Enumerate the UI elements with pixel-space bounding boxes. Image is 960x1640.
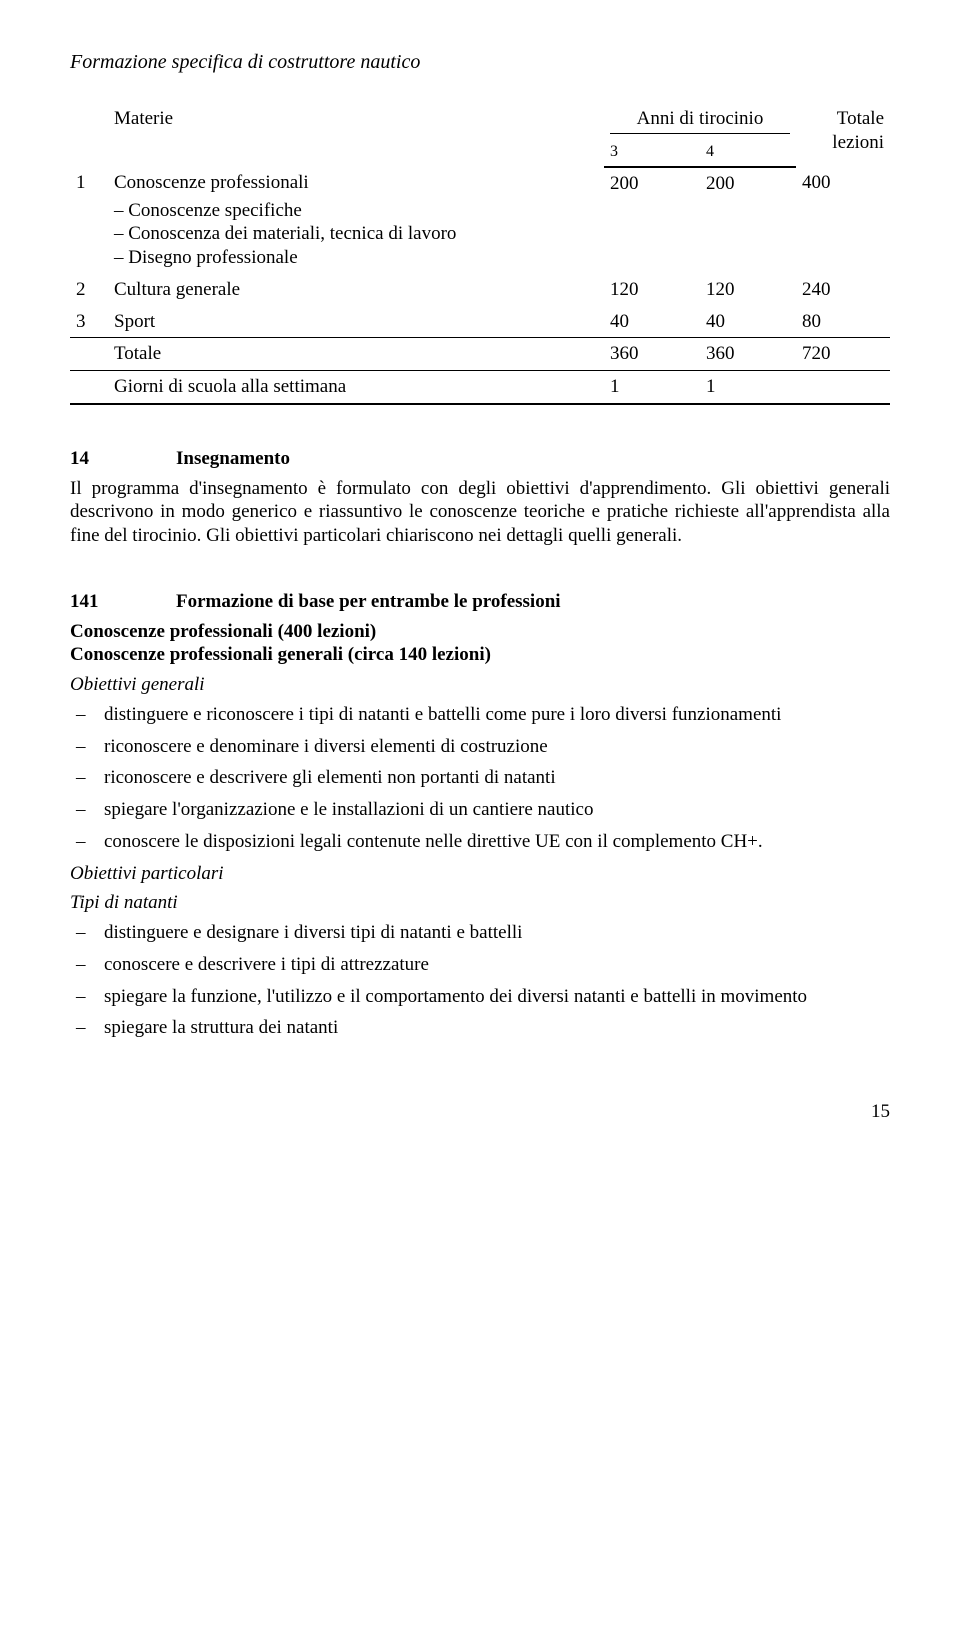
table-row: 3 Sport 40 40 80 [70,306,890,338]
sub-item: Disegno professionale [114,246,598,270]
sub-heading: Conoscenze professionali (400 lezioni) [70,620,890,644]
col-year3: 3 [604,138,700,167]
section-14: 14 Insegnamento Il programma d'insegname… [70,447,890,548]
list-item: conoscere e descrivere i tipi di attrezz… [104,953,890,977]
row-label: Sport [108,306,604,338]
row-label: Conoscenze professionali Conoscenze spec… [108,167,604,274]
row-y3: 40 [604,306,700,338]
list-item: riconoscere e descrivere gli elementi no… [104,766,890,790]
section-number: 141 [70,590,106,614]
footer-y3: 1 [604,371,700,404]
row-tot: 400 [796,167,890,274]
objectives-general-label: Obiettivi generali [70,673,890,697]
sub-item: Conoscenze specifiche [114,199,598,223]
objectives-particular-list: distinguere e designare i diversi tipi d… [70,921,890,1040]
document-title: Formazione specifica di costruttore naut… [70,50,890,75]
footer-label: Giorni di scuola alla settimana [108,371,604,404]
footer-y4: 1 [700,371,796,404]
col-totale: Totale lezioni [796,103,890,167]
section-body: Il programma d'insegnamento è formulato … [70,477,890,548]
row-y3: 200 [604,167,700,274]
total-tot: 720 [796,338,890,371]
col-materie: Materie [108,103,604,167]
row-y4: 120 [700,274,796,306]
list-item: conoscere le disposizioni legali contenu… [104,830,890,854]
list-item: spiegare la struttura dei natanti [104,1016,890,1040]
section-title: Formazione di base per entrambe le profe… [176,590,561,614]
total-label: Totale [108,338,604,371]
total-y3: 360 [604,338,700,371]
row-tot: 240 [796,274,890,306]
section-141: 141 Formazione di base per entrambe le p… [70,590,890,1040]
table-row: 1 Conoscenze professionali Conoscenze sp… [70,167,890,274]
page-number: 15 [70,1100,890,1124]
table-footer-row: Giorni di scuola alla settimana 1 1 [70,371,890,404]
table-row: 2 Cultura generale 120 120 240 [70,274,890,306]
col-anni: Anni di tirocinio [604,103,796,138]
row-y4: 200 [700,167,796,274]
col-year4: 4 [700,138,796,167]
list-item: spiegare l'organizzazione e le installaz… [104,798,890,822]
sub-heading: Conoscenze professionali generali (circa… [70,643,890,667]
row-subitems: Conoscenze specifiche Conoscenza dei mat… [114,199,598,270]
sub-item: Conoscenza dei materiali, tecnica di lav… [114,222,598,246]
tipi-natanti-label: Tipi di natanti [70,891,890,915]
row-y3: 120 [604,274,700,306]
row-label: Cultura generale [108,274,604,306]
table-total-row: Totale 360 360 720 [70,338,890,371]
section-number: 14 [70,447,106,471]
list-item: spiegare la funzione, l'utilizzo e il co… [104,985,890,1009]
table-header-row: Materie Anni di tirocinio Totale lezioni [70,103,890,138]
section-heading: 14 Insegnamento [70,447,890,471]
row-num: 2 [70,274,108,306]
list-item: distinguere e designare i diversi tipi d… [104,921,890,945]
row-num: 3 [70,306,108,338]
row-num: 1 [70,167,108,274]
row-y4: 40 [700,306,796,338]
row-tot: 80 [796,306,890,338]
objectives-general-list: distinguere e riconoscere i tipi di nata… [70,703,890,854]
section-title: Insegnamento [176,447,290,471]
objectives-particular-label: Obiettivi particolari [70,862,890,886]
total-y4: 360 [700,338,796,371]
list-item: distinguere e riconoscere i tipi di nata… [104,703,890,727]
list-item: riconoscere e denominare i diversi eleme… [104,735,890,759]
section-heading: 141 Formazione di base per entrambe le p… [70,590,890,614]
curriculum-table: Materie Anni di tirocinio Totale lezioni… [70,103,890,405]
